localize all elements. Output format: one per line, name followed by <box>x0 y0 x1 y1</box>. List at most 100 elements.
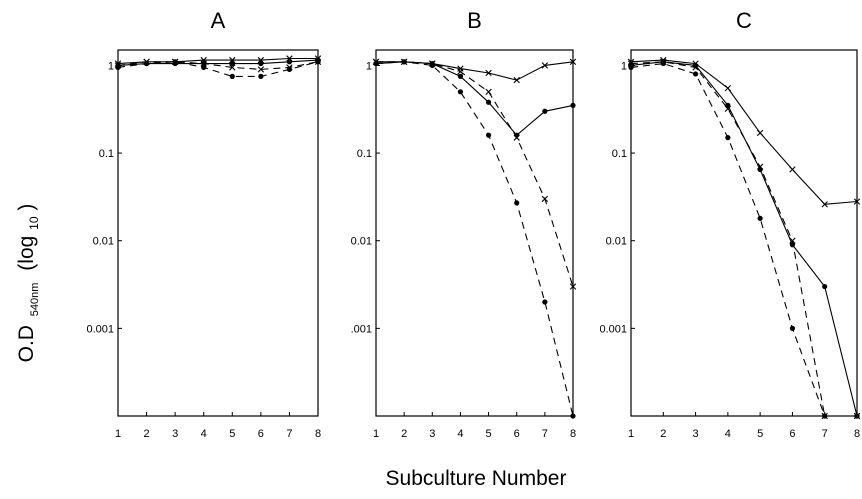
series-line-solid-x <box>117 57 318 65</box>
data-point-dot <box>201 64 207 70</box>
data-point-cross <box>541 62 549 69</box>
y-axis-label-main: O.D <box>15 325 38 362</box>
data-point-dot <box>315 59 321 65</box>
y-tick-label: 1 <box>366 60 372 72</box>
y-tick-label: 1 <box>621 60 627 72</box>
data-point-dot <box>854 413 860 419</box>
data-point-cross <box>257 66 265 73</box>
series-line-solid-x <box>630 59 858 205</box>
data-point-cross <box>789 166 796 173</box>
data-point-dot <box>757 215 763 221</box>
y-tick-label: 0.001 <box>599 323 627 335</box>
data-point-cross <box>789 237 796 244</box>
series-line-dashed-x <box>376 61 574 287</box>
data-point-cross <box>229 64 236 71</box>
y-axis-label-base: 10 <box>27 216 41 230</box>
x-axis-label: Subculture Number <box>386 467 567 490</box>
x-tick-label: 7 <box>286 428 292 440</box>
x-tick-label: 6 <box>789 428 795 440</box>
y-axis-label-close: ) <box>15 204 38 211</box>
data-point-dot <box>258 73 264 79</box>
x-tick-label: 8 <box>854 428 860 440</box>
data-point-dot <box>286 66 293 73</box>
data-point-cross <box>513 76 520 84</box>
chart-panel-b: B 1 0.1 0.01 .001 1 2 3 4 5 6 7 8 <box>351 8 577 440</box>
data-point-dot <box>660 60 666 67</box>
x-tick-label: 8 <box>315 428 321 440</box>
x-tick-label: 7 <box>542 428 548 440</box>
x-tick-label: 5 <box>486 428 492 440</box>
x-tick-label: 2 <box>401 428 407 440</box>
x-tick-label: 2 <box>144 428 150 440</box>
panel-title: A <box>211 8 226 33</box>
data-point-dot <box>570 413 576 419</box>
series-line-solid-dot <box>630 61 858 417</box>
y-tick-label: 0.1 <box>612 148 627 160</box>
x-tick-label: 7 <box>822 428 828 440</box>
plot-frame <box>630 49 858 417</box>
data-point-dot <box>172 59 178 65</box>
data-point-dot <box>258 60 264 67</box>
series-line-dashed-dot <box>630 63 857 417</box>
series-line-dashed-x <box>117 61 319 70</box>
y-tick-label: 0.1 <box>357 148 372 160</box>
series-line-dashed-x <box>630 61 857 417</box>
data-point-dot <box>725 102 731 108</box>
x-tick-label: 5 <box>757 428 763 440</box>
panel-title: B <box>467 8 482 33</box>
data-point-cross <box>569 58 577 65</box>
data-point-cross <box>513 134 520 141</box>
panel-title: C <box>736 8 752 33</box>
data-point-cross <box>756 129 764 137</box>
data-point-dot <box>692 71 699 77</box>
x-tick-label: 2 <box>660 428 666 440</box>
data-point-cross <box>485 69 492 77</box>
data-point-dot <box>229 60 235 67</box>
y-tick-label: 0.1 <box>99 148 114 160</box>
data-point-dot <box>789 325 796 331</box>
chart-panels: A 1 0.1 0.01 0.001 1 2 3 4 5 6 7 8 B 1 0.1 0.01 .001 1 2 3 4 5… <box>86 8 861 440</box>
data-point-cross <box>853 198 861 205</box>
y-tick-label: 0.01 <box>93 236 114 248</box>
data-point-dot <box>115 64 121 70</box>
x-tick-label: 1 <box>628 428 634 440</box>
data-point-dot <box>628 64 634 70</box>
data-point-dot <box>570 102 576 108</box>
data-point-cross <box>569 283 577 290</box>
data-point-cross <box>692 64 699 71</box>
plot-frame <box>117 49 319 417</box>
chart-panel-c: C 1 0.1 0.01 0.001 1 2 3 4 5 6 7 8 <box>599 8 861 440</box>
y-axis-label: O.D 540nm (log 10 ) <box>15 204 43 363</box>
data-point-cross <box>200 60 207 67</box>
series-line-solid-dot <box>117 59 319 66</box>
x-tick-label: 1 <box>115 428 121 440</box>
series-line-dashed-dot <box>117 61 319 77</box>
x-tick-label: 4 <box>457 428 463 440</box>
data-point-dot <box>373 60 379 67</box>
data-point-dot <box>485 99 492 105</box>
data-point-cross <box>724 105 732 112</box>
x-tick-label: 1 <box>373 428 379 440</box>
data-point-dot <box>542 108 548 114</box>
x-tick-label: 6 <box>514 428 520 440</box>
x-tick-label: 3 <box>429 428 435 440</box>
plot-frame <box>375 49 574 417</box>
y-tick-label: .001 <box>351 323 372 335</box>
data-point-dot <box>286 59 293 65</box>
data-point-dot <box>542 299 548 305</box>
series-line-solid-dot <box>375 61 574 136</box>
data-point-dot <box>457 73 464 79</box>
data-point-dot <box>485 132 492 138</box>
data-point-cross <box>724 84 732 92</box>
x-tick-label: 4 <box>201 428 207 440</box>
x-tick-label: 4 <box>725 428 731 440</box>
data-point-cross <box>627 60 635 67</box>
y-axis-label-log: (log <box>15 236 38 271</box>
data-point-dot <box>822 413 828 419</box>
data-point-dot <box>229 73 235 79</box>
data-point-dot <box>457 89 464 95</box>
x-tick-label: 6 <box>258 428 264 440</box>
x-tick-label: 3 <box>172 428 178 440</box>
data-point-dot <box>725 135 731 141</box>
